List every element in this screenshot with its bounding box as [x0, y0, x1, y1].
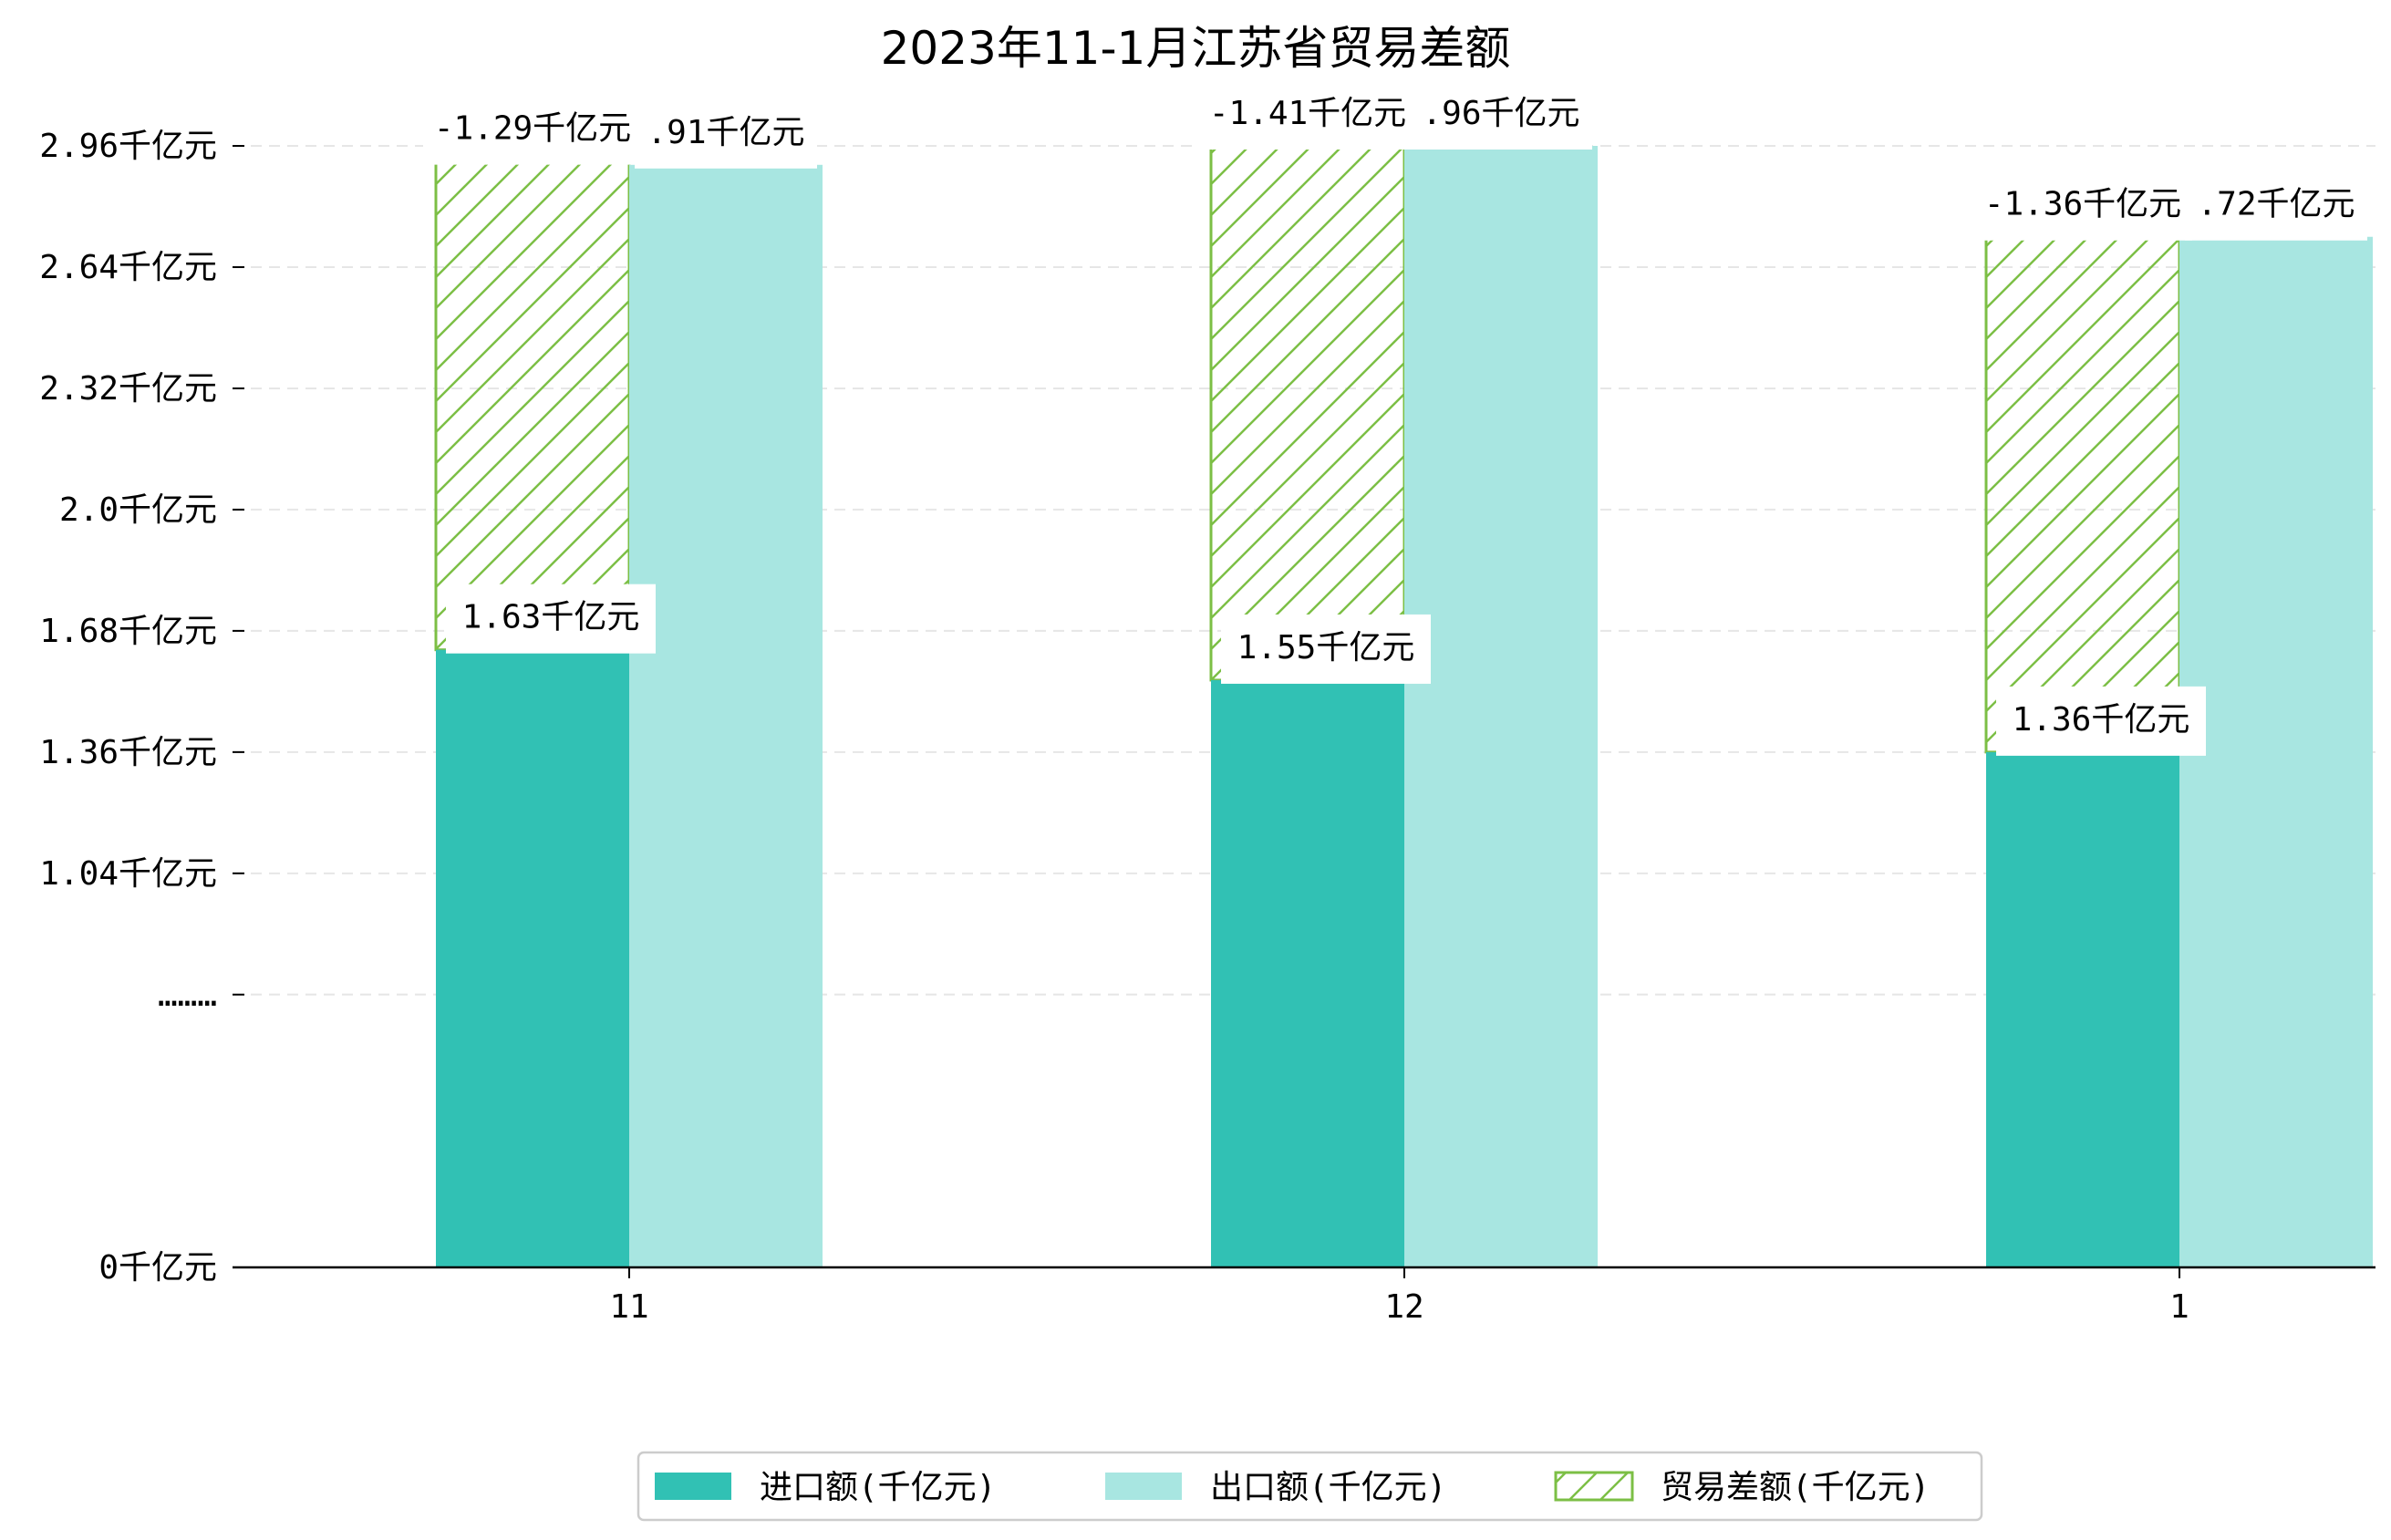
- legend-label: 贸易差额(千亿元): [1661, 1469, 1930, 1506]
- value-label: 1.36千亿元: [2013, 701, 2190, 739]
- value-label: -1.41千亿元: [1209, 95, 1406, 132]
- legend-label: 进口额(千亿元): [760, 1469, 996, 1506]
- export-bar: [629, 164, 823, 1268]
- y-tick-label: 2.96千亿元: [39, 128, 217, 165]
- balance-bar: [434, 160, 631, 652]
- import-bar: [1986, 751, 2179, 1267]
- y-tick-label: 0千亿元: [98, 1249, 217, 1287]
- y-axis: 0千亿元 ……… 1.04千亿元 1.36千亿元 1.68千亿元 2.0千亿元 2.32千亿…: [39, 128, 244, 1287]
- value-label-background: [2185, 171, 2367, 241]
- value-label: .91千亿元: [647, 114, 804, 151]
- y-tick-label: 1.36千亿元: [39, 734, 217, 771]
- legend-swatch: [1554, 1471, 1634, 1502]
- y-tick-label: 1.68千亿元: [39, 613, 217, 650]
- value-label: .96千亿元: [1422, 95, 1579, 132]
- value-label: -1.36千亿元: [1984, 186, 2181, 223]
- x-axis: 11 12 1: [233, 1266, 2375, 1326]
- balance-bar: [1984, 235, 2181, 754]
- balance-bar: [1209, 144, 1406, 682]
- value-label-background: [1221, 614, 1431, 684]
- y-tick-label: 2.32千亿元: [39, 370, 217, 408]
- legend-swatch: [655, 1473, 731, 1500]
- export-bar: [1404, 146, 1598, 1267]
- x-tick-label: 12: [1384, 1288, 1423, 1326]
- value-label: 1.63千亿元: [462, 599, 640, 636]
- bars: [434, 144, 2373, 1268]
- y-tick-label: 2.0千亿元: [59, 491, 217, 529]
- y-tick-label: ………: [158, 977, 217, 1014]
- chart-title: 2023年11-1月江苏省贸易差额: [881, 22, 1511, 75]
- value-label-background: [635, 98, 817, 169]
- export-bar: [2179, 236, 2373, 1267]
- x-tick-label: 11: [609, 1288, 648, 1326]
- legend-label: 出口额(千亿元): [1210, 1469, 1446, 1506]
- legend-swatch: [1105, 1473, 1182, 1500]
- value-label-background: [1198, 80, 1417, 150]
- import-bar: [1211, 679, 1404, 1267]
- value-label-background: [423, 95, 642, 165]
- value-labels: -1.29千亿元 .91千亿元 1.63千亿元 -1.41千亿元 .96千亿元 1.55千…: [423, 80, 2367, 756]
- x-tick-label: 1: [2169, 1288, 2189, 1326]
- import-bar: [436, 649, 629, 1267]
- value-label: 1.55千亿元: [1237, 629, 1415, 667]
- value-label: .72千亿元: [2197, 186, 2355, 223]
- value-label-background: [446, 584, 656, 654]
- value-label-background: [1410, 80, 1592, 150]
- value-label-background: [1973, 171, 2192, 241]
- value-label: -1.29千亿元: [434, 110, 631, 148]
- y-tick-label: 2.64千亿元: [39, 249, 217, 286]
- value-label-background: [1996, 686, 2206, 756]
- legend-frame: [637, 1451, 1983, 1522]
- legend: 进口额(千亿元) 出口额(千亿元) 贸易差额(千亿元): [637, 1451, 1983, 1522]
- y-tick-label: 1.04千亿元: [39, 855, 217, 893]
